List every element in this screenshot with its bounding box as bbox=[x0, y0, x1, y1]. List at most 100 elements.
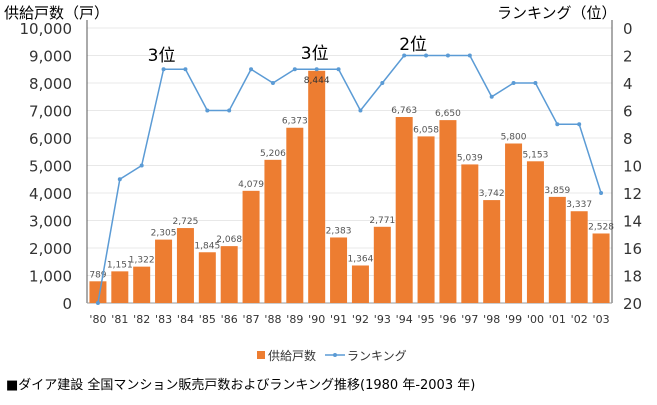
ranking-point bbox=[205, 108, 210, 113]
ranking-point bbox=[117, 177, 122, 182]
bar bbox=[526, 161, 544, 303]
bar bbox=[198, 252, 216, 303]
x-tick-label: '97 bbox=[461, 313, 478, 326]
data-label: 1,151 bbox=[107, 260, 133, 270]
bar bbox=[242, 190, 260, 303]
x-tick-label: '89 bbox=[286, 313, 303, 326]
ranking-point bbox=[467, 53, 472, 58]
x-tick-label: '85 bbox=[199, 313, 216, 326]
x-tick-label: '86 bbox=[221, 313, 238, 326]
ranking-point bbox=[380, 81, 385, 85]
legend-bar-swatch bbox=[257, 351, 265, 359]
data-label: 3,742 bbox=[479, 189, 505, 199]
data-label: 5,039 bbox=[457, 153, 483, 163]
left-axis-title: 供給戸数（戸） bbox=[4, 4, 110, 22]
left-tick-label: 3,000 bbox=[29, 213, 72, 231]
bar bbox=[176, 228, 194, 303]
left-tick-label: 8,000 bbox=[29, 75, 72, 93]
left-tick-label: 4,000 bbox=[29, 185, 72, 203]
x-tick-label: '91 bbox=[330, 313, 347, 326]
right-tick-label: 14 bbox=[623, 213, 642, 231]
left-tick-label: 9,000 bbox=[29, 48, 72, 66]
ranking-point bbox=[183, 67, 188, 72]
x-tick-label: '81 bbox=[111, 313, 128, 326]
right-tick-label: 12 bbox=[623, 185, 642, 203]
x-tick-label: '92 bbox=[352, 313, 369, 326]
ranking-point bbox=[555, 122, 560, 127]
ranking-point bbox=[270, 81, 275, 85]
x-tick-label: '00 bbox=[527, 313, 544, 326]
x-tick-label: '99 bbox=[505, 313, 522, 326]
data-label: 1,364 bbox=[348, 254, 374, 264]
bar bbox=[483, 200, 501, 303]
ranking-point bbox=[358, 108, 363, 113]
data-label: 6,373 bbox=[282, 117, 308, 127]
data-label: 6,650 bbox=[435, 109, 461, 119]
data-label: 2,068 bbox=[216, 235, 242, 245]
ranking-point bbox=[249, 67, 254, 72]
bar bbox=[133, 266, 151, 303]
bar bbox=[570, 211, 588, 303]
left-tick-label: 0 bbox=[62, 295, 72, 313]
right-tick-label: 20 bbox=[623, 295, 642, 313]
data-label: 1,845 bbox=[194, 241, 220, 251]
right-tick-label: 10 bbox=[623, 158, 642, 176]
left-tick-label: 6,000 bbox=[29, 130, 72, 148]
left-tick-label: 5,000 bbox=[29, 158, 72, 176]
x-tick-label: '84 bbox=[177, 313, 194, 326]
bar bbox=[111, 271, 129, 303]
right-tick-label: 2 bbox=[623, 48, 633, 66]
left-tick-label: 10,000 bbox=[20, 20, 73, 38]
bar bbox=[395, 117, 413, 303]
data-label: 5,153 bbox=[523, 150, 549, 160]
bar bbox=[417, 136, 435, 303]
bar bbox=[330, 237, 348, 303]
right-tick-label: 6 bbox=[623, 103, 633, 121]
right-tick-label: 8 bbox=[623, 130, 633, 148]
data-label: 6,058 bbox=[413, 125, 439, 135]
bar bbox=[264, 159, 282, 303]
data-label: 2,771 bbox=[369, 216, 395, 226]
ranking-point bbox=[314, 67, 319, 72]
bar bbox=[155, 239, 173, 303]
annotation: 2位 bbox=[399, 35, 427, 55]
bar bbox=[220, 246, 238, 303]
x-tick-label: '80 bbox=[89, 313, 106, 326]
x-tick-label: '93 bbox=[374, 313, 391, 326]
data-label: 8,444 bbox=[304, 76, 330, 86]
legend-bar-label: 供給戸数 bbox=[268, 348, 316, 363]
ranking-point bbox=[161, 67, 166, 72]
x-tick-label: '98 bbox=[483, 313, 500, 326]
annotation: 3位 bbox=[301, 44, 329, 64]
legend-line-label: ランキング bbox=[347, 349, 407, 363]
ranking-point bbox=[227, 108, 232, 113]
bar bbox=[89, 281, 107, 303]
x-tick-label: '90 bbox=[308, 313, 325, 326]
data-label: 3,859 bbox=[544, 186, 570, 196]
x-tick-label: '01 bbox=[549, 313, 566, 326]
bar bbox=[351, 265, 369, 303]
left-tick-label: 2,000 bbox=[29, 240, 72, 258]
x-tick-label: '95 bbox=[418, 313, 435, 326]
ranking-point bbox=[424, 53, 429, 58]
data-label: 5,800 bbox=[501, 133, 527, 143]
ranking-point bbox=[139, 163, 144, 168]
x-tick-label: '83 bbox=[155, 313, 172, 326]
bar bbox=[461, 164, 479, 303]
left-tick-label: 7,000 bbox=[29, 103, 72, 121]
right-tick-label: 0 bbox=[623, 20, 633, 38]
left-tick-label: 1,000 bbox=[29, 268, 72, 286]
x-tick-label: '96 bbox=[439, 313, 456, 326]
data-label: 2,528 bbox=[588, 222, 614, 232]
right-tick-label: 16 bbox=[623, 240, 642, 258]
data-label: 789 bbox=[89, 270, 106, 280]
bar bbox=[286, 127, 304, 304]
x-tick-label: '03 bbox=[593, 313, 610, 326]
caption: ■ダイア建設 全国マンション販売戸数およびランキング推移(1980 年-2003… bbox=[6, 378, 476, 393]
legend-line-marker bbox=[333, 353, 337, 357]
ranking-line bbox=[97, 54, 602, 304]
right-tick-label: 18 bbox=[623, 268, 642, 286]
bar bbox=[373, 226, 391, 303]
data-label: 1,322 bbox=[129, 256, 155, 266]
data-label: 3,337 bbox=[566, 200, 592, 210]
